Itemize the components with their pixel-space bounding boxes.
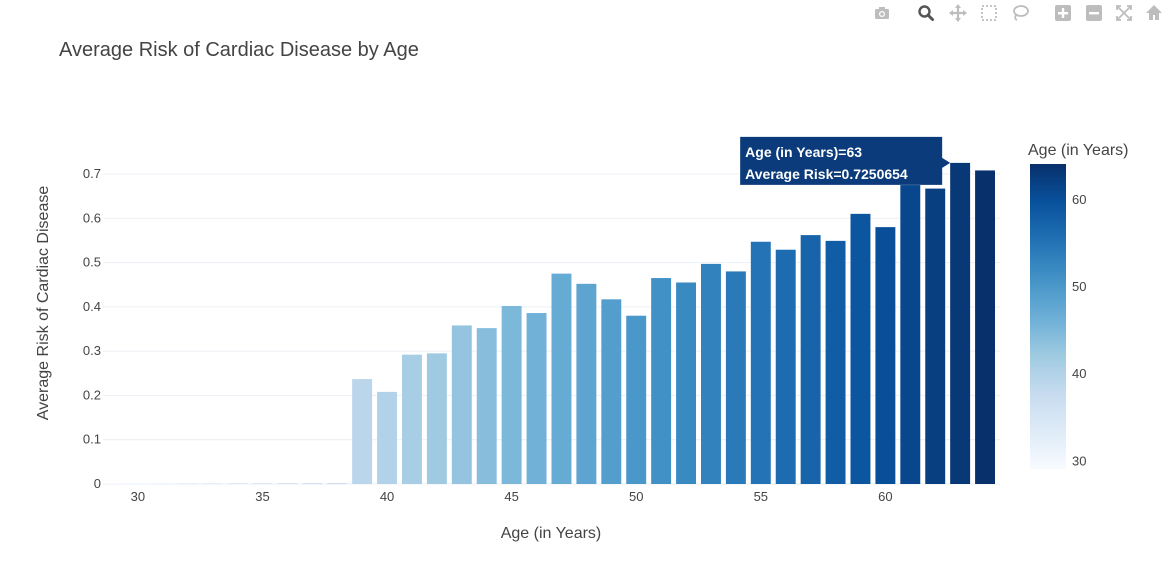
colorbar-tick-label: 50	[1072, 279, 1086, 294]
zoom-out-icon[interactable]	[1084, 3, 1104, 23]
bar[interactable]	[177, 483, 198, 484]
bar[interactable]	[551, 273, 572, 484]
bar[interactable]	[227, 483, 248, 484]
bars	[103, 162, 996, 485]
bar[interactable]	[850, 213, 871, 484]
y-tick-label: 0.4	[83, 299, 101, 314]
bar[interactable]	[426, 353, 447, 484]
y-tick-label: 0.1	[83, 432, 101, 447]
bar[interactable]	[103, 483, 123, 484]
x-axis-label: Age (in Years)	[501, 525, 602, 542]
y-tick-label: 0.3	[83, 343, 101, 358]
bar[interactable]	[925, 188, 946, 484]
bar[interactable]	[526, 313, 547, 484]
bar[interactable]	[327, 483, 348, 484]
colorbar-title: Age (in Years)	[1028, 142, 1129, 159]
bar[interactable]	[725, 271, 746, 484]
colorbar-tick-label: 40	[1072, 366, 1086, 381]
bar[interactable]	[601, 299, 622, 484]
bar[interactable]	[626, 315, 647, 484]
x-tick-label: 55	[754, 489, 768, 504]
x-tick-label: 40	[380, 489, 394, 504]
chart-title: Average Risk of Cardiac Disease by Age	[59, 39, 419, 61]
hover-tooltip-box	[740, 136, 951, 185]
hover-line-age: Age (in Years)=63	[745, 144, 862, 160]
y-tick-label: 0.5	[83, 255, 101, 270]
x-tick-label: 45	[504, 489, 518, 504]
bar[interactable]	[451, 325, 472, 484]
x-tick-label: 30	[131, 489, 145, 504]
x-tick-label: 60	[878, 489, 892, 504]
bar[interactable]	[127, 483, 148, 484]
x-tick-labels: 30 35 40 45 50 55 60	[131, 489, 893, 504]
hover-tooltip: Age (in Years)=63 Average Risk=0.7250654	[740, 136, 951, 185]
y-tick-label: 0.6	[83, 210, 101, 225]
colorbar-gradient	[1030, 164, 1066, 469]
bar[interactable]	[252, 483, 273, 484]
bar[interactable]	[975, 170, 996, 484]
bar[interactable]	[800, 235, 821, 484]
reset-axes-icon[interactable]	[1144, 3, 1164, 23]
bar[interactable]	[302, 483, 323, 484]
bar[interactable]	[875, 227, 896, 485]
bar[interactable]	[950, 162, 971, 485]
x-tick-label: 35	[255, 489, 269, 504]
y-tick-label: 0.2	[83, 387, 101, 402]
bar[interactable]	[676, 282, 697, 484]
bar[interactable]	[750, 241, 771, 484]
bar[interactable]	[277, 483, 298, 484]
bar[interactable]	[576, 283, 597, 484]
y-axis-label: Average Risk of Cardiac Disease	[35, 186, 52, 421]
y-tick-label: 0.7	[83, 166, 101, 181]
x-tick-label: 50	[629, 489, 643, 504]
bar[interactable]	[900, 185, 921, 484]
y-tick-labels: 0 0.1 0.2 0.3 0.4 0.5 0.6 0.7	[83, 166, 101, 491]
bar[interactable]	[152, 483, 173, 484]
box-select-icon[interactable]	[979, 3, 999, 23]
colorbar-tick-label: 30	[1072, 453, 1086, 468]
bar[interactable]	[701, 263, 721, 484]
lasso-select-icon[interactable]	[1010, 3, 1030, 23]
y-tick-label: 0	[94, 476, 101, 491]
colorbar-tick-label: 60	[1072, 192, 1086, 207]
colorbar: Age (in Years) 30 40 50 60	[1028, 142, 1129, 469]
bar[interactable]	[377, 391, 398, 484]
hover-line-risk: Average Risk=0.7250654	[745, 166, 908, 182]
bar[interactable]	[501, 305, 522, 484]
bar[interactable]	[402, 354, 422, 484]
bar[interactable]	[352, 379, 373, 484]
bar[interactable]	[775, 249, 796, 484]
zoom-in-icon[interactable]	[1053, 3, 1073, 23]
bar[interactable]	[476, 328, 497, 484]
pan-icon[interactable]	[948, 3, 968, 23]
bar[interactable]	[202, 483, 223, 484]
bar[interactable]	[651, 278, 672, 484]
bar[interactable]	[825, 240, 846, 484]
camera-icon[interactable]	[872, 3, 892, 23]
colorbar-tick-labels: 30 40 50 60	[1072, 192, 1086, 468]
zoom-icon[interactable]	[916, 3, 936, 23]
autoscale-icon[interactable]	[1114, 3, 1134, 23]
